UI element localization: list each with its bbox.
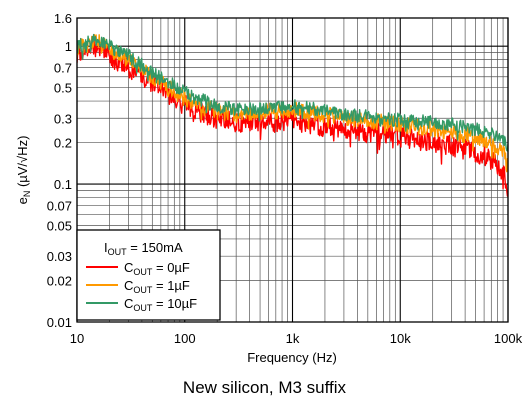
legend-entry-2-rest: = 10µF [152, 296, 197, 311]
legend-entry-1-sub: OUT [133, 285, 153, 295]
y-tick-label: 0.02 [47, 273, 72, 288]
legend-header: IOUT = 150mA [104, 240, 183, 257]
y-axis-label-main: e [15, 197, 30, 204]
legend-entry-2-sub: OUT [133, 303, 153, 313]
y-tick-label: 1.6 [54, 11, 72, 26]
x-axis-label: Frequency (Hz) [247, 350, 337, 365]
legend-entry-0-main: C [124, 260, 133, 275]
y-axis-label: eN (µV/√Hz) [15, 136, 32, 205]
legend-entry-1: COUT = 1µF [124, 278, 190, 295]
legend: IOUT = 150mA COUT = 0µF COUT = 1µF COUT … [76, 229, 221, 321]
legend-entry-1-rest: = 1µF [152, 278, 190, 293]
noise-density-chart: 10 100 1k 10k 100k 1.6 1 0.7 0.5 0.3 0.2 0.1 0.07 0.… [15, 11, 523, 365]
x-tick-labels: 10 100 1k 10k 100k [70, 331, 523, 346]
y-tick-label: 0.7 [54, 61, 72, 76]
legend-entry-0-rest: = 0µF [152, 260, 190, 275]
y-tick-labels: 1.6 1 0.7 0.5 0.3 0.2 0.1 0.07 0.05 0.03 0.02 0.01 [47, 11, 72, 330]
y-tick-label: 0.03 [47, 249, 72, 264]
y-tick-label: 1 [65, 39, 72, 54]
legend-box [76, 229, 221, 321]
x-tick-label: 1k [286, 331, 300, 346]
legend-entry-0: COUT = 0µF [124, 260, 190, 277]
series-group [77, 33, 508, 198]
legend-entry-0-sub: OUT [133, 267, 153, 277]
legend-header-sub: OUT [108, 247, 128, 257]
y-tick-label: 0.1 [54, 177, 72, 192]
y-axis-label-unit: (µV/√Hz) [15, 136, 30, 191]
x-tick-label: 100 [174, 331, 196, 346]
series-line-2 [77, 33, 508, 152]
y-tick-label: 0.05 [47, 219, 72, 234]
x-tick-label: 10 [70, 331, 84, 346]
y-axis-label-sub: N [22, 191, 32, 198]
y-tick-label: 0.01 [47, 315, 72, 330]
legend-entry-2: COUT = 10µF [124, 296, 197, 313]
legend-header-rest: = 150mA [127, 240, 183, 255]
y-tick-label: 0.07 [47, 198, 72, 213]
legend-entry-1-main: C [124, 278, 133, 293]
plot-frame [76, 17, 509, 323]
y-tick-label: 0.2 [54, 136, 72, 151]
y-tick-label: 0.5 [54, 81, 72, 96]
x-tick-label: 100k [494, 331, 523, 346]
legend-header-main: I [104, 240, 108, 255]
legend-entry-2-main: C [124, 296, 133, 311]
x-tick-label: 10k [390, 331, 411, 346]
y-tick-label: 0.3 [54, 111, 72, 126]
figure-caption: New silicon, M3 suffix [182, 378, 347, 397]
